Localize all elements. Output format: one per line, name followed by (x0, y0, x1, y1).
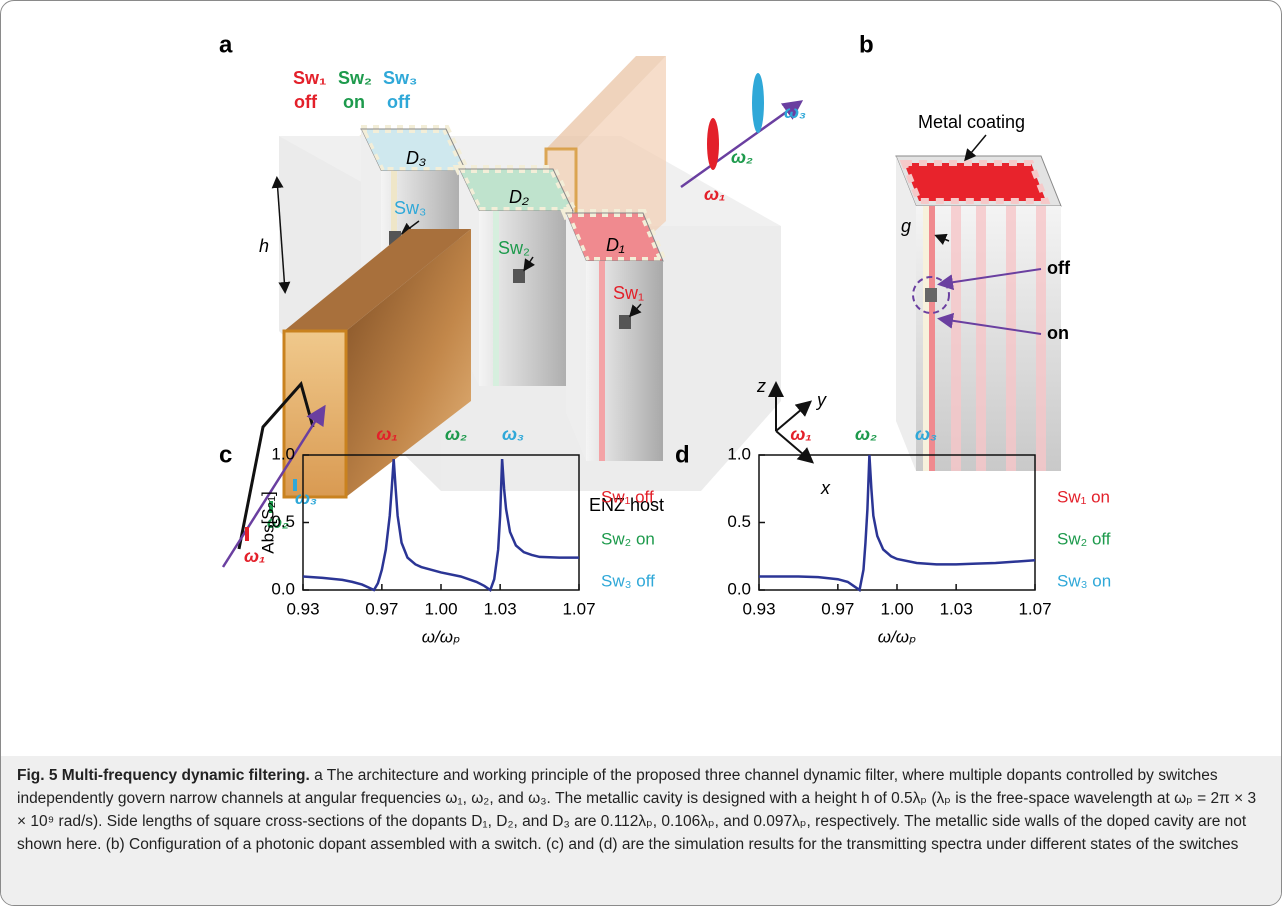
axis-label: z (756, 376, 766, 396)
state-label: off (1047, 258, 1071, 278)
panel-a: a D₃ D₂ D₁ Sw₃ Sw₂ Sw₁ h ENZ host Sw₁ of… (219, 31, 831, 567)
x-axis-label: ω/ωₚ (878, 627, 916, 646)
pulse (752, 73, 764, 133)
panel-b: b Metal coating g off on (859, 31, 1071, 471)
dopant-top (904, 163, 1046, 201)
frequency-label: ω₁ (704, 184, 725, 204)
coating-label: Metal coating (918, 112, 1025, 132)
y-tick-label: 1.0 (727, 444, 751, 463)
front-panel-front (284, 331, 346, 497)
panel-label: c (219, 441, 232, 468)
switch-label: Sw₂ on (601, 529, 655, 548)
panel-label: b (859, 31, 874, 58)
x-tick-label: 1.07 (562, 599, 595, 618)
x-tick-label: 0.97 (365, 599, 398, 618)
switch-state-name: Sw₂ (338, 68, 372, 88)
switch (513, 269, 525, 283)
dopant-label: D₂ (509, 187, 529, 207)
switch-label: Sw₂ off (1057, 529, 1111, 548)
switch-label: Sw₁ on (1057, 487, 1110, 506)
switch-label: Sw₁ (613, 283, 644, 303)
switch-label: Sw₃ (394, 198, 426, 218)
figure: a D₃ D₂ D₁ Sw₃ Sw₂ Sw₁ h ENZ host Sw₁ of… (0, 0, 1282, 906)
y-axis-label: Abs[S₂₁] (258, 491, 277, 553)
axis-label: x (820, 478, 831, 498)
y-tick-label: 0.5 (727, 512, 751, 531)
figure-art: a D₃ D₂ D₁ Sw₃ Sw₂ Sw₁ h ENZ host Sw₁ of… (1, 1, 1281, 756)
dopant-label: D₁ (606, 235, 625, 255)
switch-label: Sw₃ off (601, 571, 655, 590)
axis-label: y (815, 390, 827, 410)
frequency-label: ω₂ (731, 147, 753, 167)
switch (619, 315, 631, 329)
caption: Fig. 5 Multi-frequency dynamic filtering… (1, 756, 1281, 906)
height-label: h (259, 236, 269, 256)
frequency-label: ω₃ (784, 102, 806, 122)
x-tick-label: 0.93 (742, 599, 775, 618)
frequency-label: ω₁ (376, 424, 397, 444)
switch-state: off (387, 92, 411, 112)
x-tick-label: 1.00 (880, 599, 913, 618)
switch-state-name: Sw₃ (383, 68, 417, 88)
switch-label: Sw₁ off (601, 487, 654, 506)
x-tick-label: 1.03 (940, 599, 973, 618)
x-tick-label: 0.97 (821, 599, 854, 618)
frequency-label: ω₁ (790, 424, 811, 444)
x-tick-label: 1.03 (484, 599, 517, 618)
panel-label: a (219, 31, 233, 58)
switch-state-name: Sw₁ (293, 68, 326, 88)
frequency-label: ω₂ (855, 424, 877, 444)
input-line (245, 527, 249, 541)
switch-label: Sw₂ (498, 238, 530, 258)
state-label: on (1047, 323, 1069, 343)
caption-title: Fig. 5 Multi-frequency dynamic filtering… (17, 767, 310, 784)
frequency-label: ω₃ (915, 424, 937, 444)
frequency-label: ω₃ (502, 424, 524, 444)
pulse (707, 118, 719, 170)
switch-state: on (343, 92, 365, 112)
x-axis-label: ω/ωₚ (422, 627, 460, 646)
data-line (759, 455, 1035, 590)
plot-frame (759, 455, 1035, 590)
gap-label: g (901, 216, 911, 236)
switch-state: off (294, 92, 318, 112)
panel-label: d (675, 441, 690, 468)
frequency-label: ω₃ (295, 488, 317, 508)
feed-line (599, 261, 605, 461)
box-side (896, 156, 916, 471)
frequency-label: ω₂ (445, 424, 467, 444)
y-tick-label: 1.0 (271, 444, 295, 463)
x-tick-label: 0.93 (286, 599, 319, 618)
switch-label: Sw₃ on (1057, 571, 1111, 590)
y-tick-label: 0.0 (727, 579, 751, 598)
x-tick-label: 1.07 (1018, 599, 1051, 618)
y-tick-label: 0.0 (271, 579, 295, 598)
dopant-label: D₃ (406, 148, 426, 168)
x-tick-label: 1.00 (424, 599, 457, 618)
